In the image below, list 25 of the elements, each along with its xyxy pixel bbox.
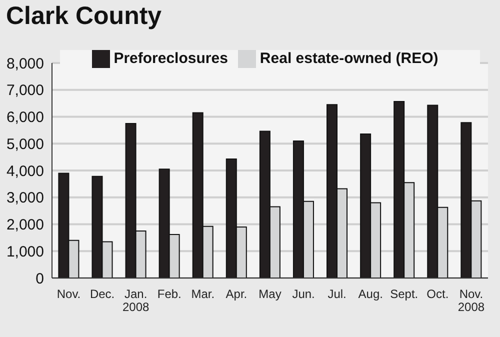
y-tick-label: 8,000 xyxy=(6,55,44,72)
y-tick-label: 0 xyxy=(36,270,44,288)
x-tick-label: Jul. xyxy=(328,287,346,301)
x-tick-label: Dec. xyxy=(90,287,115,301)
x-tick-label: Aug. xyxy=(358,287,383,301)
x-tick-label: Mar. xyxy=(191,287,215,301)
x-tick-label: Jan. 2008 xyxy=(122,287,150,314)
y-tick-label: 7,000 xyxy=(6,82,44,100)
y-tick-label: 1,000 xyxy=(6,243,44,260)
chart-title: Clark County xyxy=(6,2,162,31)
y-tick-label: 6,000 xyxy=(6,109,44,126)
y-tick-label: 5,000 xyxy=(6,136,44,153)
x-tick-label: Apr. xyxy=(226,287,248,301)
y-tick-label: 4,000 xyxy=(6,162,44,180)
x-tick-label: Nov. 2008 xyxy=(458,287,485,314)
x-tick-label: Jun. xyxy=(292,287,315,301)
x-tick-label: Sept. xyxy=(390,287,418,301)
x-tick-label: Oct. xyxy=(426,287,449,301)
x-tick-label: Nov. xyxy=(56,287,81,301)
legend-label: Real estate-owned (REO) xyxy=(260,50,438,67)
x-tick-label: May xyxy=(258,287,282,301)
x-tick-label: Feb. xyxy=(157,287,182,301)
y-tick-label: 3,000 xyxy=(6,190,44,207)
y-tick-label: 2,000 xyxy=(6,216,44,234)
legend-label: Preforeclosures xyxy=(114,50,228,67)
